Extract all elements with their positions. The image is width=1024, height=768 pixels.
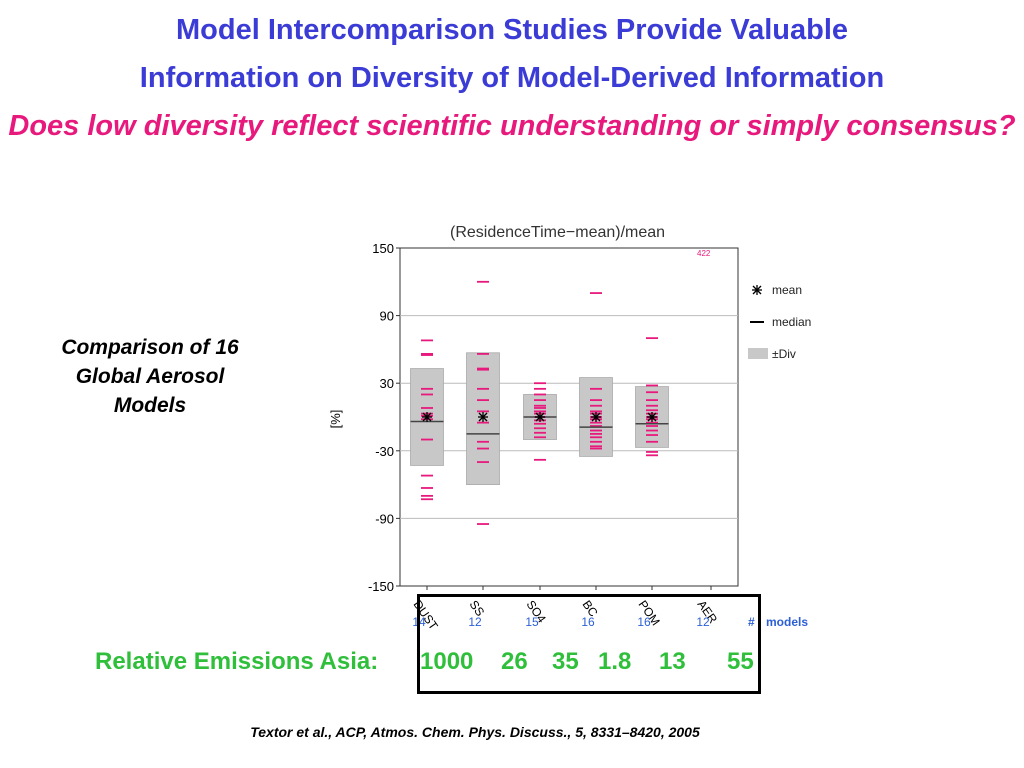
models-hash: # xyxy=(748,615,755,629)
model-count-bc: 16 xyxy=(581,615,595,629)
slide-title-line-2: Information on Diversity of Model-Derive… xyxy=(139,62,885,94)
y-tick-label: -150 xyxy=(368,579,394,594)
legend-median-label: median xyxy=(772,315,811,329)
mean-dust xyxy=(422,412,432,422)
legend-mean-symbol xyxy=(752,285,762,295)
mean-so4 xyxy=(535,412,545,422)
emissions-value-bc: 1.8 xyxy=(598,648,632,675)
y-tick-label: 30 xyxy=(380,376,394,391)
emissions-label: Relative Emissions Asia: xyxy=(95,648,379,675)
slide-title-line-1: Model Intercomparison Studies Provide Va… xyxy=(176,14,848,46)
legend-mean-label: mean xyxy=(772,283,802,297)
mean-bc xyxy=(591,412,601,422)
legend-div-label: ±Div xyxy=(772,347,796,361)
emissions-value-so4: 35 xyxy=(552,648,579,675)
plot-frame xyxy=(399,247,739,587)
legend-div-symbol xyxy=(748,348,768,359)
y-tick-label: -90 xyxy=(375,511,394,526)
model-count-ss: 12 xyxy=(468,615,482,629)
y-tick-label: -30 xyxy=(375,444,394,459)
model-count-pom: 16 xyxy=(637,615,651,629)
emissions-value-ss: 26 xyxy=(501,648,528,675)
model-count-aer: 12 xyxy=(696,615,710,629)
mean-pom xyxy=(647,412,657,422)
emissions-highlight-box xyxy=(417,594,761,694)
slide-question: Does low diversity reflect scientific un… xyxy=(8,110,1016,142)
mean-ss xyxy=(478,412,488,422)
y-axis-label: [%] xyxy=(328,410,343,429)
residence-time-chart: 150 90 30 -30 -90 -150 (ResidenceTime−mean)/me… xyxy=(328,224,811,632)
corner-note: 422 xyxy=(697,249,711,258)
emissions-value-aer: 55 xyxy=(727,648,754,675)
models-label: models xyxy=(766,615,808,629)
emissions-value-dust: 1000 xyxy=(420,648,474,675)
y-tick-label: 90 xyxy=(380,309,394,324)
model-count-so4: 15 xyxy=(525,615,539,629)
emissions-value-pom: 13 xyxy=(659,648,686,675)
chart-title: (ResidenceTime−mean)/mean xyxy=(450,224,665,241)
y-tick-label: 150 xyxy=(372,241,394,256)
citation: Textor et al., ACP, Atmos. Chem. Phys. D… xyxy=(250,724,700,740)
side-note: Comparison of 16 Global Aerosol Models xyxy=(61,336,239,417)
